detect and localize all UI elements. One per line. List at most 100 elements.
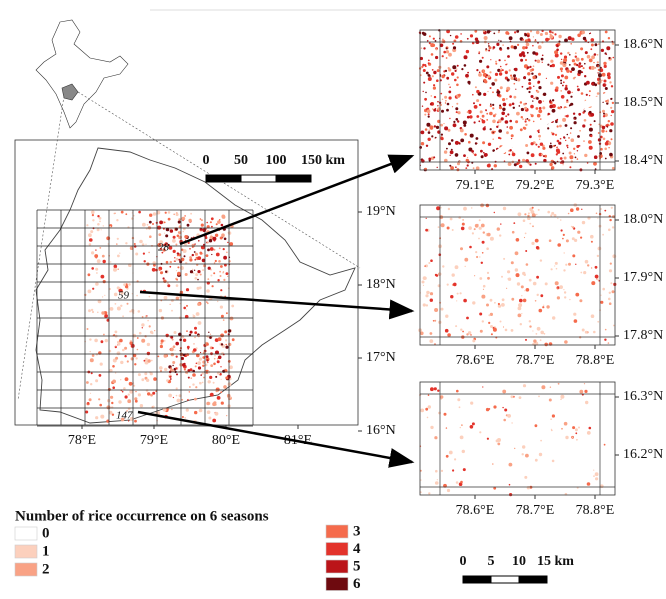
rice-pixel <box>521 453 524 456</box>
rice-pixel <box>497 304 502 308</box>
rice-pixel <box>103 333 105 336</box>
rice-pixel <box>590 65 595 70</box>
lat-label: 18.4°N <box>623 153 663 168</box>
rice-pixel <box>485 407 490 412</box>
rice-pixel <box>122 315 124 318</box>
rice-pixel <box>212 418 217 423</box>
rice-pixel <box>141 378 145 382</box>
rice-pixel <box>600 484 604 489</box>
rice-pixel <box>218 247 221 250</box>
rice-pixel <box>492 138 495 140</box>
rice-pixel <box>589 33 591 35</box>
rice-pixel <box>543 332 546 335</box>
rice-pixel <box>463 298 467 303</box>
rice-pixel <box>554 261 558 265</box>
rice-pixel <box>551 99 555 102</box>
rice-pixel <box>536 59 541 64</box>
rice-pixel <box>524 120 527 123</box>
rice-pixel <box>137 310 141 313</box>
rice-pixel <box>479 256 481 258</box>
rice-pixel <box>194 277 198 280</box>
rice-pixel <box>560 398 562 401</box>
rice-pixel <box>516 30 520 33</box>
rice-pixel <box>445 57 448 59</box>
rice-pixel <box>451 106 454 108</box>
rice-pixel <box>478 52 480 55</box>
rice-pixel <box>118 287 121 290</box>
rice-pixel <box>171 309 173 312</box>
rice-pixel <box>426 416 429 419</box>
rice-pixel <box>458 93 461 97</box>
rice-pixel <box>188 218 192 223</box>
rice-pixel <box>572 426 576 430</box>
rice-pixel <box>486 247 489 250</box>
rice-pixel <box>507 55 510 58</box>
rice-pixel <box>472 167 475 170</box>
rice-pixel <box>557 243 561 247</box>
rice-pixel <box>457 111 461 115</box>
rice-pixel <box>564 340 568 344</box>
legend-swatch <box>325 524 349 539</box>
lon-label: 78.7°E <box>516 503 555 518</box>
rice-pixel <box>497 68 501 72</box>
rice-pixel <box>175 296 180 301</box>
rice-pixel <box>529 30 533 33</box>
rice-pixel <box>421 65 424 68</box>
rice-pixel <box>95 379 99 383</box>
rice-pixel <box>206 241 209 244</box>
rice-pixel <box>450 139 454 142</box>
rice-pixel <box>542 106 546 110</box>
rice-pixel <box>174 260 176 263</box>
rice-pixel <box>99 220 101 223</box>
rice-pixel <box>135 252 139 256</box>
rice-pixel <box>522 271 526 276</box>
rice-pixel <box>528 119 531 122</box>
legend-title: Number of rice occurrence on 6 seasons <box>15 508 269 524</box>
rice-pixel <box>95 267 99 271</box>
rice-pixel <box>595 212 598 215</box>
rice-pixel <box>459 143 461 145</box>
rice-pixel <box>547 127 550 130</box>
rice-pixel <box>154 330 156 332</box>
rice-pixel <box>420 408 425 413</box>
rice-pixel <box>88 398 92 402</box>
rice-pixel <box>159 344 163 349</box>
rice-pixel <box>509 125 513 130</box>
rice-pixel <box>186 304 188 307</box>
rice-pixel <box>588 127 593 132</box>
rice-pixel <box>200 374 202 376</box>
rice-pixel <box>455 111 458 114</box>
rice-pixel <box>459 426 461 429</box>
rice-pixel <box>192 314 194 316</box>
rice-pixel <box>605 130 608 133</box>
rice-pixel <box>446 29 450 34</box>
rice-pixel <box>210 274 213 277</box>
rice-pixel <box>608 302 612 306</box>
rice-pixel <box>607 72 611 76</box>
rice-pixel <box>496 125 499 128</box>
rice-pixel <box>551 414 556 418</box>
rice-pixel <box>493 211 495 214</box>
rice-pixel <box>528 320 531 323</box>
rice-pixel <box>596 92 600 95</box>
rice-pixel <box>137 393 141 397</box>
rice-pixel <box>567 90 571 95</box>
rice-pixel <box>201 372 204 375</box>
rice-pixel <box>584 51 588 55</box>
rice-pixel <box>532 100 534 102</box>
rice-pixel <box>436 79 439 82</box>
rice-pixel <box>565 84 568 88</box>
rice-pixel <box>199 252 203 255</box>
arrow <box>137 410 415 468</box>
rice-pixel <box>580 57 584 61</box>
rice-pixel <box>89 350 91 353</box>
rice-pixel <box>222 271 225 273</box>
lon-label: 79.1°E <box>456 178 495 193</box>
rice-pixel <box>102 259 106 264</box>
rice-pixel <box>535 246 540 250</box>
rice-pixel <box>214 411 219 416</box>
rice-pixel <box>145 378 150 382</box>
rice-pixel <box>91 251 95 255</box>
rice-pixel <box>445 50 450 54</box>
rice-pixel <box>178 231 182 235</box>
